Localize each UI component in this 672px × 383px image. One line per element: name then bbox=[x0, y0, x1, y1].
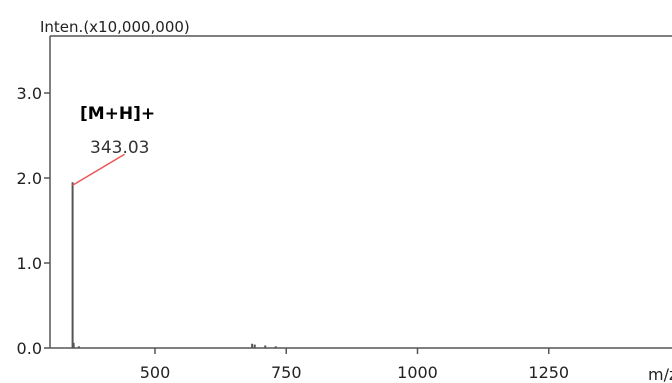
x-tick-label: 1000 bbox=[397, 363, 438, 382]
y-tick-label: 1.0 bbox=[17, 254, 42, 273]
x-ticks: 500 750 1000 1250 bbox=[140, 348, 569, 382]
ion-label: [M+H]+ bbox=[80, 104, 155, 124]
y-tick-label: 0.0 bbox=[17, 339, 42, 358]
x-tick-label: 750 bbox=[271, 363, 302, 382]
peak-annotation: [M+H]+ 343.03 bbox=[72, 104, 155, 186]
y-axis-label: Inten.(x10,000,000) bbox=[40, 18, 190, 36]
x-axis-label: m/z bbox=[648, 365, 672, 383]
x-tick-label: 1250 bbox=[528, 363, 569, 382]
peak-mz-label: 343.03 bbox=[90, 138, 149, 158]
spectrum-peaks bbox=[71, 182, 277, 348]
x-tick-label: 500 bbox=[140, 363, 171, 382]
annotation-leader-line bbox=[72, 153, 125, 186]
y-ticks: 0.0 1.0 2.0 3.0 bbox=[17, 84, 50, 358]
y-tick-label: 3.0 bbox=[17, 84, 42, 103]
y-tick-label: 2.0 bbox=[17, 169, 42, 188]
